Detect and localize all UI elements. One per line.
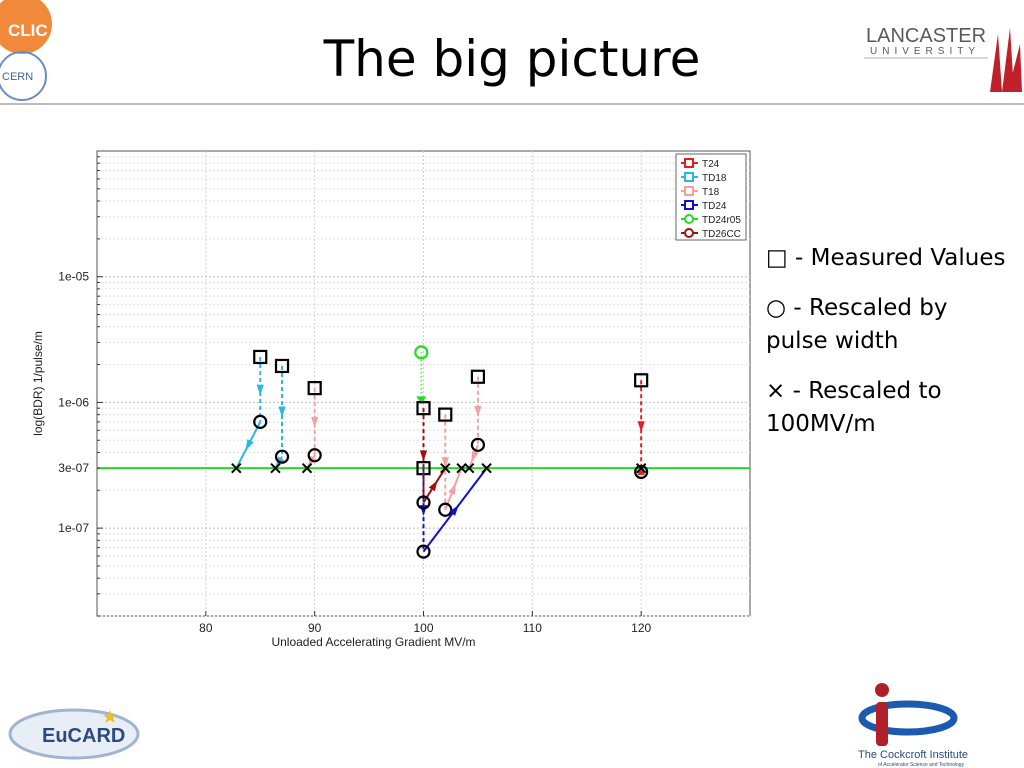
lancaster-logo-line2: UNIVERSITY — [870, 46, 980, 57]
cern-logo-text: CERN — [2, 71, 33, 83]
rescaled-pulse-circle — [414, 345, 429, 360]
legend-label: TD24r05 — [702, 215, 741, 226]
arrow-head — [311, 416, 319, 428]
rescaled-100-cross — [481, 462, 492, 474]
y-tick-label: 3e-07 — [58, 461, 89, 475]
legend-marker — [684, 186, 694, 196]
rescaled-100-cross — [270, 462, 281, 474]
legend: T24 TD18 T18 TD24 TD24r05 TD26CC — [675, 153, 747, 241]
lancaster-logo-line1: LANCASTER — [866, 25, 986, 47]
cross-stroke — [231, 462, 242, 474]
measured-square — [438, 407, 453, 422]
legend-box — [675, 153, 747, 241]
title-divider — [0, 103, 1024, 105]
y-axis-label: log(BDR) 1/pulse/m — [31, 331, 45, 436]
cross-stroke — [301, 462, 313, 474]
axes: 80 90 100 110 120 1e-05 1e-06 3e-07 1e-07 Unloade… — [31, 156, 651, 649]
arrow-head — [448, 483, 456, 495]
x-axis-label: Unloaded Accelerating Gradient MV/m — [271, 635, 475, 649]
rescaled-100-cross — [635, 462, 647, 474]
bullet-rescaled-100: × - Rescaled to 100MV/m — [766, 378, 942, 437]
arrow-head — [637, 421, 645, 433]
y-tick-label: 1e-07 — [58, 521, 89, 535]
rescaled-100-cross — [464, 462, 475, 474]
bullet-measured: □ - Measured Values — [766, 245, 1006, 271]
slide-title: The big picture — [323, 30, 701, 88]
legend-label: TD24 — [702, 201, 727, 212]
lancaster-logo: LANCASTER UNIVERSITY — [864, 25, 1022, 92]
rescaled-pulse-circle — [416, 544, 431, 559]
measured-square — [634, 373, 649, 388]
legend-marker — [684, 158, 694, 168]
cross-stroke — [270, 462, 281, 474]
rescaled-100-cross — [456, 462, 467, 474]
legend-label: T24 — [702, 159, 720, 170]
rescaled-pulse-circle — [307, 448, 322, 463]
cockcroft-logo-line2: of Accelerator Science and Technology — [878, 762, 965, 768]
legend-label: TD18 — [702, 173, 727, 184]
cockcroft-logo: The Cockcroft Institute of Accelerator S… — [858, 683, 968, 768]
legend-label: TD26CC — [702, 229, 741, 240]
eucard-logo: EuCARD — [8, 708, 140, 760]
x-tick-label: 80 — [199, 621, 213, 635]
arrow-head — [419, 450, 428, 462]
arrow-head — [449, 505, 459, 516]
rescaled-100-cross — [440, 462, 451, 474]
rescaled-100-cross — [231, 462, 242, 474]
rescaled-pulse-circle — [416, 495, 431, 510]
cross-stroke — [440, 462, 451, 474]
measured-square — [253, 349, 268, 365]
bullet-list: □ - Measured Values ○ - Rescaled by puls… — [766, 242, 1016, 458]
x-tick-label: 110 — [523, 621, 542, 635]
measured-square — [274, 358, 290, 374]
series-markers — [231, 345, 649, 559]
rescaled-pulse-circle — [470, 437, 486, 452]
y-tick-label: 1e-05 — [58, 270, 89, 284]
cross-stroke — [456, 462, 467, 474]
eucard-logo-text: EuCARD — [42, 725, 125, 747]
rescaled-pulse-circle — [274, 449, 290, 464]
arrow-head — [278, 406, 286, 418]
rescaled-pulse-circle — [634, 464, 649, 480]
x-tick-label: 120 — [631, 621, 651, 635]
arrow-head — [245, 439, 254, 451]
x-tick-label: 90 — [308, 621, 322, 635]
arrow-head — [474, 405, 482, 417]
arrow-head — [416, 396, 427, 405]
legend-marker — [684, 172, 694, 182]
measured-square — [416, 401, 431, 416]
legend-marker — [684, 200, 694, 210]
rescaled-pulse-circle — [253, 414, 268, 429]
arrow-head — [256, 384, 264, 396]
x-tick-label: 100 — [413, 621, 433, 635]
legend-label: T18 — [702, 187, 720, 198]
arrow-head — [441, 457, 449, 469]
bullet-rescaled-pulse: ○ - Rescaled by pulse width — [766, 295, 948, 354]
arrow-head — [471, 450, 479, 463]
y-tick-label: 1e-06 — [58, 395, 89, 409]
arrow-head — [428, 480, 438, 492]
legend-marker — [684, 214, 694, 224]
clic-logo-text: CLIC — [8, 21, 48, 40]
clic-cern-logo: CLIC CERN — [0, 0, 52, 101]
cross-stroke — [635, 462, 647, 474]
rescaled-100-cross — [301, 462, 313, 474]
cockcroft-logo-line1: The Cockcroft Institute — [858, 749, 968, 761]
cross-stroke — [464, 462, 475, 474]
legend-marker — [684, 228, 694, 238]
cross-stroke — [481, 462, 492, 474]
measured-square — [470, 369, 486, 384]
measured-square — [307, 380, 322, 396]
rescaled-pulse-circle — [438, 502, 453, 517]
